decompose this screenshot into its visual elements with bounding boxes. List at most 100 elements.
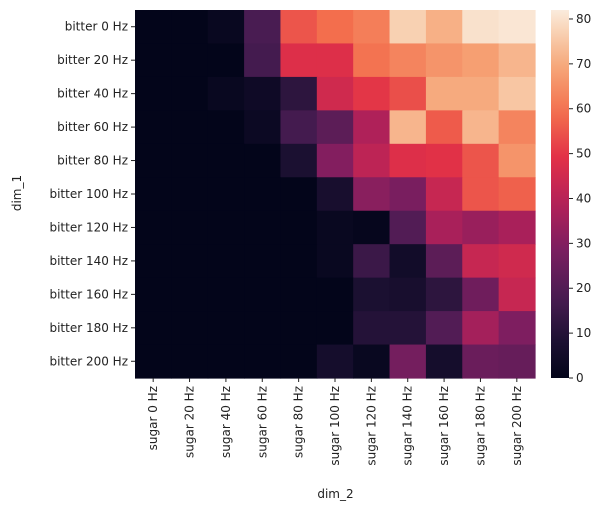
colorbar (551, 10, 569, 378)
heatmap-cell (244, 10, 282, 45)
heatmap-cell (462, 244, 500, 279)
heatmap-cell (389, 110, 427, 145)
y-tick-label: bitter 180 Hz (49, 321, 128, 335)
heatmap-cell (135, 10, 172, 45)
heatmap-cells (135, 10, 536, 379)
heatmap-cell (462, 43, 500, 78)
heatmap-cell (244, 143, 282, 178)
heatmap-cell (171, 277, 209, 312)
y-tick-label: bitter 140 Hz (49, 254, 128, 268)
heatmap-cell (316, 311, 354, 346)
heatmap-cell (353, 210, 391, 245)
heatmap-cell (462, 177, 500, 212)
heatmap-cell (207, 344, 245, 379)
x-tick-label: sugar 100 Hz (328, 386, 342, 466)
x-tick-label: sugar 160 Hz (437, 386, 451, 466)
heatmap-cell (316, 43, 354, 78)
heatmap-cell (207, 311, 245, 346)
heatmap-cell (389, 10, 427, 45)
heatmap-cell (425, 344, 463, 379)
heatmap-cell (135, 143, 172, 178)
heatmap-cell (498, 344, 536, 379)
y-tick-label: bitter 120 Hz (49, 220, 128, 234)
heatmap-cell (498, 244, 536, 279)
colorbar-tick-label: 70 (576, 57, 591, 71)
x-axis: sugar 0 Hz sugar 20 Hz sugar 40 Hz sugar 60… (146, 378, 524, 466)
heatmap-cell (207, 210, 245, 245)
heatmap-cell (316, 210, 354, 245)
heatmap-cell (135, 311, 172, 346)
heatmap-cell (207, 177, 245, 212)
y-axis: bitter 0 Hz bitter 20 Hz bitter 40 Hz bitte… (49, 20, 135, 368)
heatmap-cell (244, 210, 282, 245)
heatmap-cell (425, 143, 463, 178)
heatmap-cell (389, 210, 427, 245)
heatmap-cell (389, 311, 427, 346)
x-tick-label: sugar 60 Hz (255, 386, 269, 458)
y-tick-label: bitter 200 Hz (49, 354, 128, 368)
heatmap-cell (280, 244, 318, 279)
heatmap-cell (425, 110, 463, 145)
heatmap-cell (135, 76, 172, 111)
heatmap-cell (171, 143, 209, 178)
heatmap-cell (389, 277, 427, 312)
heatmap-cell (425, 10, 463, 45)
heatmap-cell (389, 143, 427, 178)
heatmap-cell (425, 277, 463, 312)
heatmap-cell (135, 110, 172, 145)
heatmap-cell (353, 277, 391, 312)
heatmap-cell (171, 244, 209, 279)
heatmap-cell (244, 344, 282, 379)
heatmap-cell (353, 110, 391, 145)
heatmap-cell (462, 210, 500, 245)
heatmap-cell (389, 344, 427, 379)
heatmap-cell (425, 43, 463, 78)
heatmap-cell (425, 210, 463, 245)
heatmap-cell (171, 76, 209, 111)
heatmap-cell (280, 277, 318, 312)
heatmap-cell (462, 76, 500, 111)
heatmap-cell (425, 244, 463, 279)
heatmap-cell (244, 177, 282, 212)
y-tick-label: bitter 60 Hz (57, 120, 128, 134)
x-tick-label: sugar 120 Hz (364, 386, 378, 466)
heatmap-cell (462, 10, 500, 45)
heatmap-cell (353, 311, 391, 346)
heatmap-cell (171, 10, 209, 45)
heatmap-cell (135, 177, 172, 212)
heatmap-cell (207, 76, 245, 111)
heatmap-cell (280, 143, 318, 178)
heatmap-cell (389, 43, 427, 78)
colorbar-tick-label: 50 (576, 147, 591, 161)
colorbar-tick-label: 10 (576, 326, 591, 340)
heatmap-cell (353, 10, 391, 45)
heatmap-cell (171, 43, 209, 78)
heatmap-cell (280, 311, 318, 346)
heatmap-cell (171, 210, 209, 245)
heatmap-cell (353, 344, 391, 379)
colorbar-tick-label: 30 (576, 236, 591, 250)
x-tick-label: sugar 140 Hz (401, 386, 415, 466)
heatmap-cell (425, 311, 463, 346)
heatmap-cell (280, 10, 318, 45)
heatmap-cell (498, 311, 536, 346)
heatmap-cell (135, 244, 172, 279)
heatmap-cell (498, 277, 536, 312)
heatmap-cell (462, 344, 500, 379)
y-tick-label: bitter 100 Hz (49, 187, 128, 201)
heatmap-cell (316, 76, 354, 111)
colorbar-tick-label: 40 (576, 191, 591, 205)
heatmap-cell (207, 110, 245, 145)
y-tick-label: bitter 40 Hz (57, 87, 128, 101)
heatmap-cell (207, 244, 245, 279)
heatmap-cell (280, 76, 318, 111)
heatmap-cell (498, 110, 536, 145)
heatmap-cell (425, 177, 463, 212)
x-tick-label: sugar 80 Hz (292, 386, 306, 458)
heatmap-cell (207, 43, 245, 78)
heatmap-cell (316, 277, 354, 312)
heatmap-cell (353, 43, 391, 78)
x-tick-label: sugar 180 Hz (473, 386, 487, 466)
heatmap-cell (462, 143, 500, 178)
